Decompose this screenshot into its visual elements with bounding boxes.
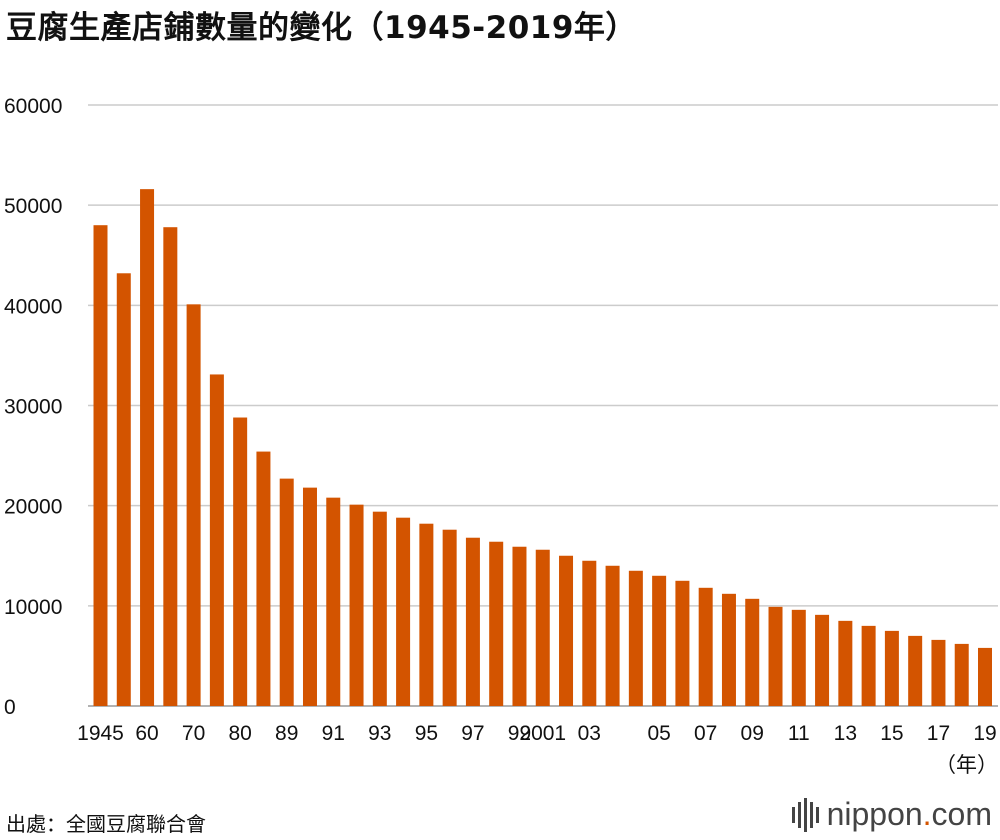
y-axis: 0 10000 20000 30000 40000 50000 60000 — [4, 95, 62, 719]
bar — [628, 570, 643, 706]
bar — [140, 189, 155, 706]
bar — [489, 541, 504, 706]
y-tick-label: 40000 — [4, 295, 62, 318]
bar — [349, 504, 364, 706]
bar — [698, 587, 713, 706]
bar — [791, 609, 806, 706]
x-tick-label: 80 — [228, 722, 251, 745]
bar — [442, 529, 457, 706]
bar — [512, 546, 527, 706]
x-tick-label: 1945 — [77, 722, 124, 745]
y-tick-label: 10000 — [4, 596, 62, 619]
x-tick-label: 03 — [578, 722, 601, 745]
x-tick-label: 19 — [973, 722, 996, 745]
logo-mark-icon — [791, 797, 819, 832]
bar — [978, 647, 992, 706]
bar — [116, 273, 131, 706]
bar — [861, 625, 876, 706]
y-tick-label: 30000 — [4, 396, 62, 419]
bar — [163, 227, 178, 706]
nippon-logo[interactable]: nippon. com — [791, 796, 992, 833]
logo-suffix: com — [931, 796, 992, 832]
x-tick-label: 93 — [368, 722, 391, 745]
x-tick-label: 07 — [694, 722, 717, 745]
chart-title: 豆腐生產店鋪數量的變化（1945-2019年） — [6, 10, 637, 46]
x-tick-label: 2001 — [519, 722, 566, 745]
logo-dot: . — [922, 796, 932, 832]
bar — [652, 575, 667, 706]
bar — [954, 643, 969, 706]
logo-text: nippon — [826, 796, 923, 832]
bar — [582, 560, 597, 706]
y-tick-label: 20000 — [4, 496, 62, 519]
y-tick-label: 0 — [4, 696, 16, 719]
x-tick-label: 15 — [880, 722, 903, 745]
bar — [419, 523, 434, 706]
x-tick-label: 60 — [135, 722, 158, 745]
bar — [209, 374, 224, 706]
bar — [768, 606, 783, 706]
x-tick-label: 97 — [461, 722, 484, 745]
bar — [884, 630, 899, 706]
x-tick-label: 09 — [741, 722, 764, 745]
bar — [559, 555, 574, 706]
bar — [302, 487, 317, 706]
bar — [675, 580, 690, 706]
bar — [931, 639, 946, 706]
bar — [186, 304, 201, 706]
x-tick-label: 13 — [834, 722, 857, 745]
bar — [233, 417, 248, 706]
bar — [535, 549, 550, 706]
x-tick-label: 99 — [508, 722, 531, 745]
x-unit-label: （年） — [935, 753, 998, 777]
x-tick-label: 70 — [182, 722, 205, 745]
x-tick-label: 05 — [647, 722, 670, 745]
bar — [838, 620, 853, 706]
x-tick-label: 89 — [275, 722, 298, 745]
bar — [372, 511, 387, 706]
bars — [93, 189, 992, 706]
bar — [326, 497, 341, 706]
y-tick-label: 60000 — [4, 95, 62, 118]
bar — [908, 635, 923, 706]
bar — [396, 517, 411, 706]
bar — [745, 598, 760, 706]
bar — [93, 225, 108, 706]
bar — [465, 537, 480, 706]
bar — [256, 451, 271, 706]
bar — [605, 565, 620, 706]
source-note: 出處：全國豆腐聯合會 — [6, 812, 206, 836]
bar — [279, 478, 294, 706]
bar — [721, 593, 736, 706]
x-tick-label: 11 — [788, 722, 810, 745]
x-tick-label: 17 — [927, 722, 950, 745]
x-tick-label: 91 — [322, 722, 345, 745]
x-tick-label: 95 — [415, 722, 438, 745]
y-tick-label: 50000 — [4, 195, 62, 218]
bar — [815, 614, 830, 706]
